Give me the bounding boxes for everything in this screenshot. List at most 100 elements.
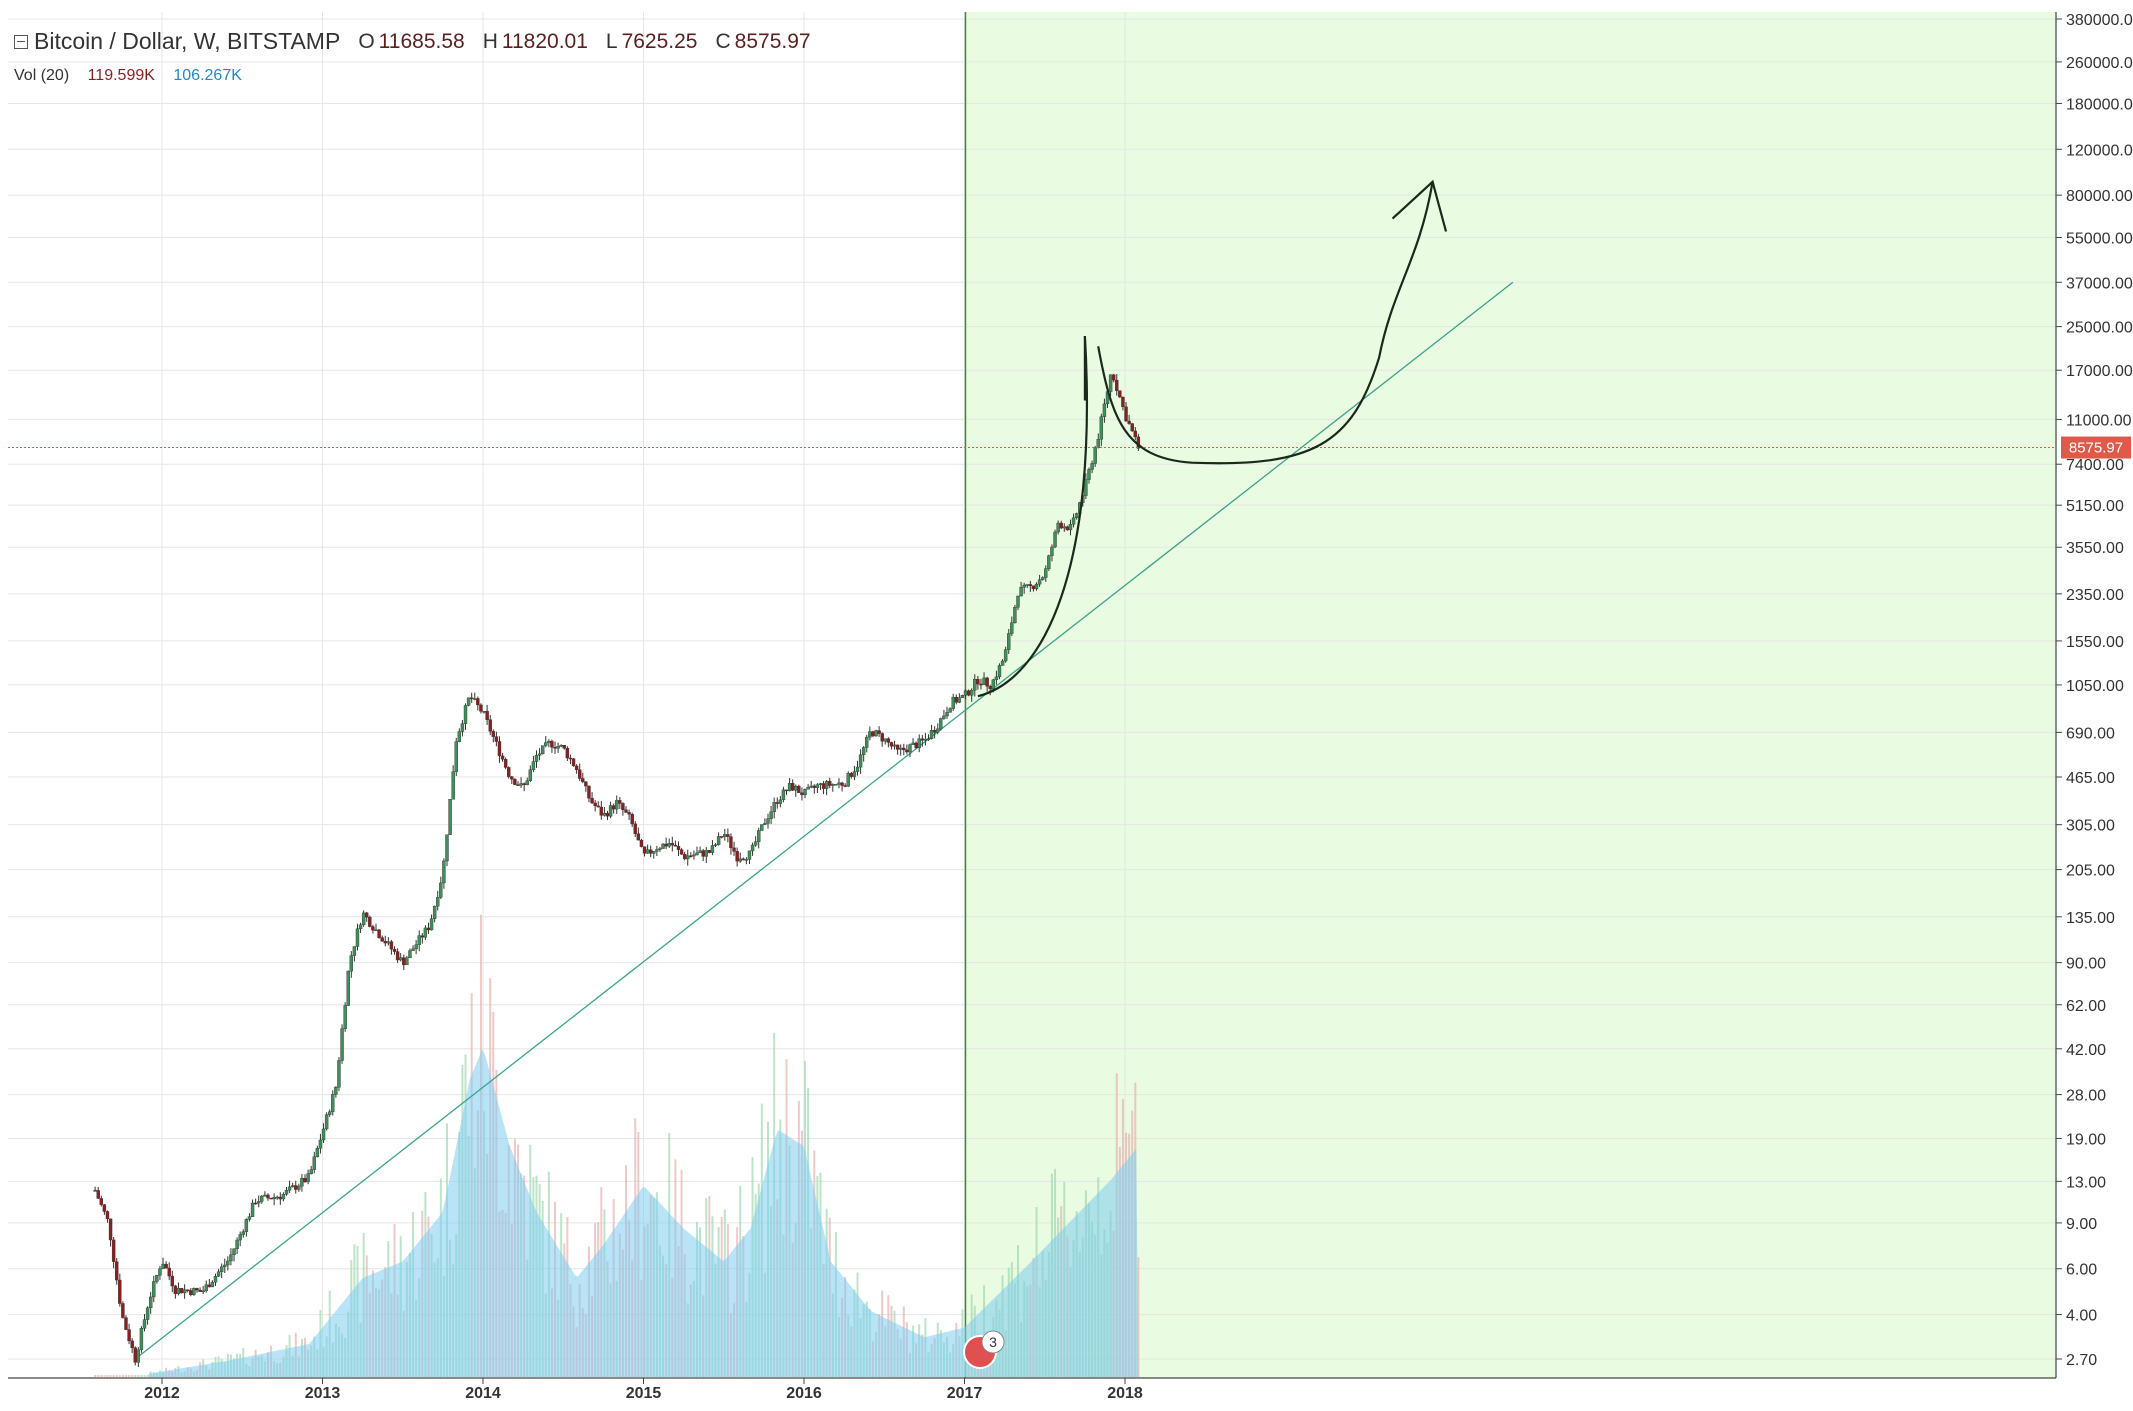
y-tick-label: 4.00 — [2066, 1308, 2097, 1325]
trendline[interactable] — [134, 281, 1514, 1360]
candle-body — [315, 1148, 320, 1158]
candle-body — [118, 1279, 122, 1304]
candle-body — [204, 1284, 208, 1292]
candle-body — [213, 1276, 218, 1283]
candle-body — [627, 812, 631, 815]
candle-body — [1115, 379, 1119, 391]
candle-body — [534, 755, 539, 762]
low-label: L — [605, 29, 618, 53]
candle-body — [911, 742, 915, 745]
candle-body — [1102, 403, 1107, 417]
candle-body — [287, 1186, 292, 1191]
candle-body — [1050, 546, 1054, 556]
candle-body — [519, 783, 523, 786]
candle-body — [152, 1281, 156, 1298]
candle-body — [794, 785, 798, 791]
event-flag[interactable]: 3 — [963, 1330, 1005, 1369]
candle-body — [99, 1198, 103, 1205]
candle-body — [778, 799, 783, 804]
candle-body — [923, 738, 928, 741]
candle-body — [300, 1178, 304, 1187]
candle-body — [729, 836, 733, 849]
candle-body — [578, 769, 582, 779]
candle-body — [476, 698, 480, 706]
candle-body — [1065, 526, 1070, 531]
candle-body — [985, 677, 989, 687]
candle-body — [355, 928, 360, 947]
y-axis[interactable]: 380000.00 260000.00 180000.00 120000.00 8000… — [2056, 12, 2133, 1369]
candle-body — [1019, 587, 1023, 597]
candle-body — [232, 1248, 236, 1255]
candle-body — [599, 806, 604, 816]
y-tick-label: 135.00 — [2066, 910, 2115, 927]
candle-body — [735, 851, 739, 862]
candle-body — [148, 1296, 153, 1309]
close-value: 8575.97 — [734, 29, 811, 53]
candle-body — [568, 757, 573, 760]
candle-body — [374, 929, 378, 932]
candle-body — [192, 1288, 196, 1295]
candle-body — [507, 767, 511, 777]
y-tick-label: 380000.00 — [2066, 12, 2133, 29]
candle-body — [1044, 568, 1048, 578]
chart-legend: Bitcoin / Dollar, W, BITSTAMP O 11685.58 … — [14, 28, 811, 85]
y-tick-label: 55000.00 — [2066, 230, 2133, 247]
candle-body — [590, 797, 594, 804]
candle-body — [108, 1218, 113, 1241]
candle-body — [963, 690, 968, 696]
candle-body — [976, 678, 980, 685]
candle-body — [414, 944, 418, 950]
candle-body — [528, 769, 533, 782]
candle-body — [195, 1288, 199, 1291]
candle-body — [257, 1201, 261, 1204]
candle-body — [121, 1303, 125, 1318]
candle-body — [485, 711, 489, 720]
candle-body — [874, 730, 878, 737]
y-tick-label: 42.00 — [2066, 1042, 2106, 1059]
candle-body — [951, 696, 955, 709]
candle-body — [451, 771, 455, 800]
candle-body — [936, 728, 940, 733]
last-price-tag-background — [2061, 436, 2131, 459]
candle-body — [133, 1347, 137, 1363]
candle-body — [361, 912, 366, 926]
candle-body — [349, 955, 354, 972]
candle-body — [1037, 579, 1042, 585]
candle-body — [130, 1340, 134, 1349]
candle-body — [895, 744, 900, 750]
forecast-drawing-curve[interactable] — [977, 181, 1434, 698]
forecast-arrow-head[interactable] — [1391, 179, 1448, 232]
candle-body — [371, 926, 375, 931]
candle-body — [679, 849, 684, 855]
candle-body — [380, 937, 384, 942]
candle-body — [843, 785, 847, 787]
y-tick-label: 80000.00 — [2066, 188, 2133, 205]
candle-body — [905, 749, 909, 753]
candle-body — [605, 812, 610, 817]
candle-body — [710, 845, 715, 853]
candle-body — [1022, 584, 1026, 588]
candle-body — [309, 1169, 313, 1174]
candle-body — [328, 1111, 332, 1115]
candle-body — [809, 785, 813, 788]
candle-body — [763, 823, 767, 825]
collapse-toggle-icon[interactable] — [14, 34, 28, 49]
candle-body — [667, 843, 671, 847]
candle-body — [1059, 522, 1063, 529]
candle-body — [321, 1128, 326, 1141]
candle-body — [695, 852, 699, 856]
candle-body — [402, 957, 406, 966]
x-axis[interactable]: 2012 2013 2014 2015 2016 2017 2018 — [144, 1378, 1143, 1402]
candle-body — [806, 787, 810, 790]
candle-body — [186, 1289, 190, 1292]
candle-body — [645, 849, 650, 854]
candle-body — [324, 1114, 329, 1130]
high-label: H — [482, 29, 498, 53]
candle-body — [892, 744, 897, 747]
candle-body — [639, 839, 644, 847]
candle-body — [1133, 430, 1137, 438]
candle-body — [207, 1284, 212, 1288]
y-tick-label: 13.00 — [2066, 1174, 2106, 1191]
y-tick-label: 465.00 — [2066, 770, 2115, 787]
